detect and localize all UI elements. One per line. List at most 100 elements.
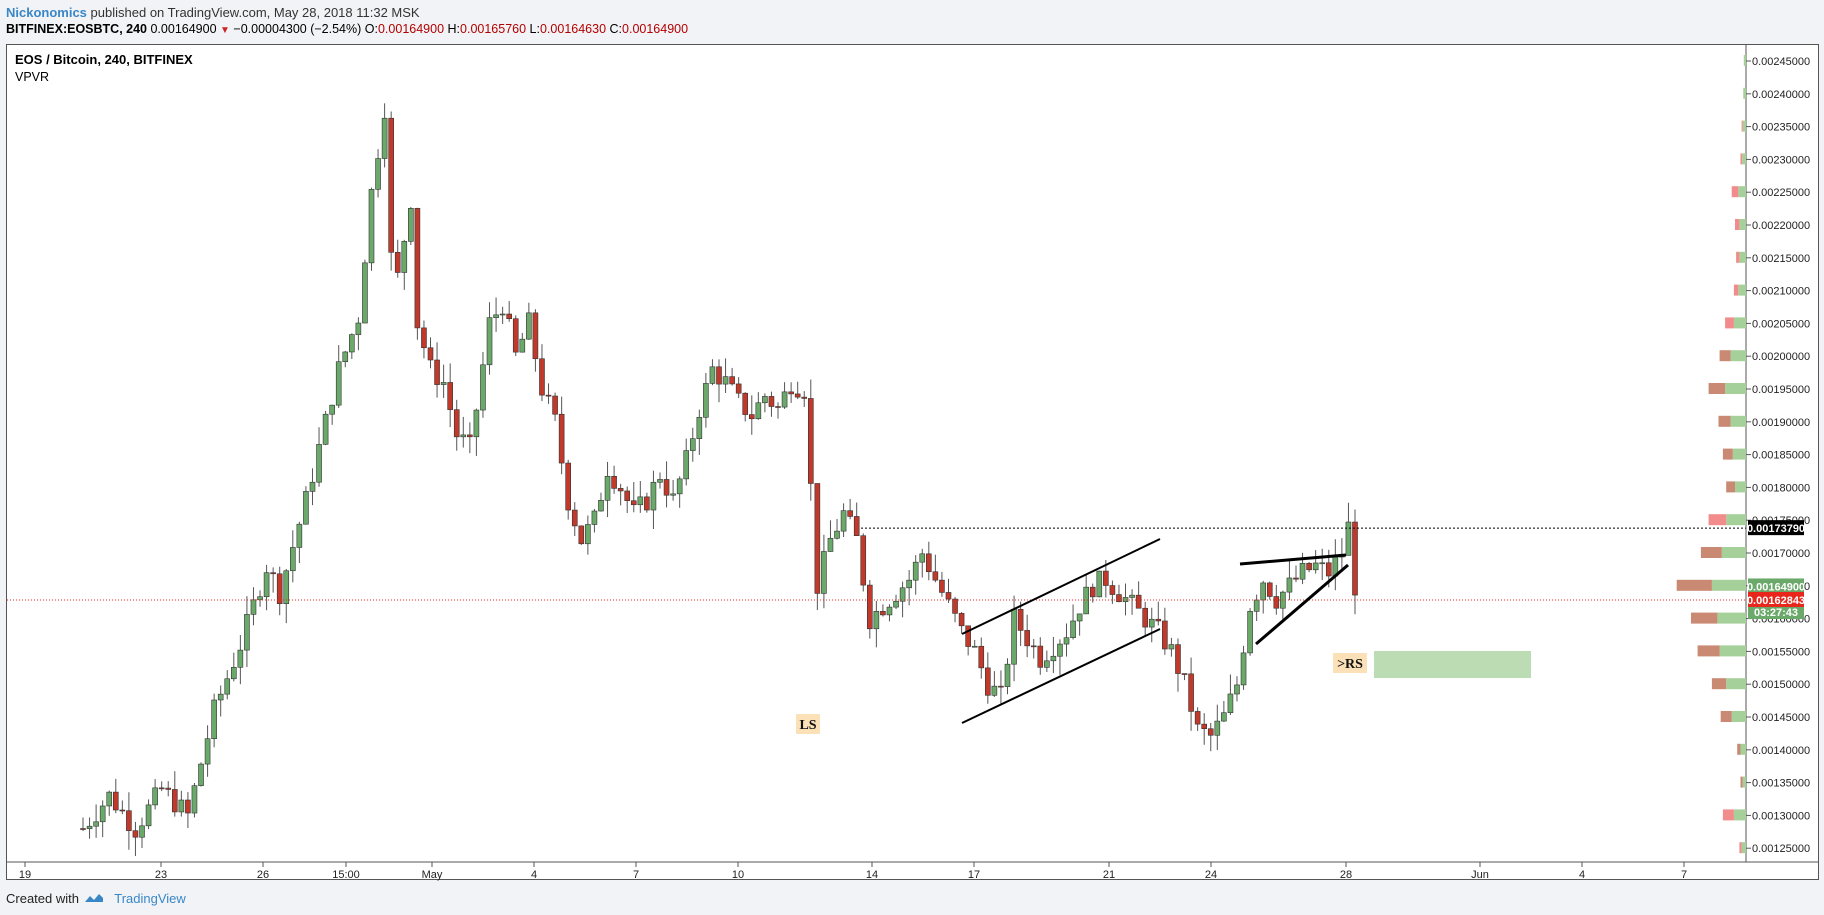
close-label: C: (609, 22, 623, 36)
candle-body (670, 493, 676, 496)
candle-body (598, 500, 604, 512)
candle-body (355, 322, 362, 335)
open-label: O: (364, 22, 378, 36)
candle-body (1057, 643, 1063, 657)
candle-body (237, 649, 244, 668)
vp-down-bar (1676, 579, 1712, 591)
vp-down-bar (1733, 284, 1739, 296)
candle-body (762, 396, 768, 404)
candle-body (165, 787, 172, 790)
candle-body (316, 444, 322, 483)
vp-up-bar (1726, 678, 1746, 690)
vp-up-bar (1730, 415, 1746, 427)
candle-body (119, 809, 126, 812)
x-tick-label: 28 (1340, 869, 1352, 881)
candle-body (329, 404, 335, 415)
vp-down-bar (1708, 514, 1727, 526)
vp-down-bar (1731, 186, 1739, 198)
candle-body (788, 391, 794, 395)
y-tick-label: 0.00170000 (1752, 548, 1810, 560)
candle-body (276, 573, 283, 604)
candle-body (362, 262, 368, 324)
candle-body (1286, 577, 1293, 593)
vp-up-bar (1739, 251, 1746, 263)
vp-up-bar (1726, 514, 1746, 526)
price-axis-tag-label: 0.00162843 (1747, 595, 1805, 607)
candle-body (1135, 594, 1142, 609)
last-price: 0.00164900 (150, 22, 217, 36)
y-tick-label: 0.00210000 (1752, 286, 1810, 298)
candle-body (840, 510, 847, 532)
candle-body (899, 587, 906, 602)
y-tick-label: 0.00140000 (1752, 745, 1810, 757)
candle-body (381, 117, 388, 159)
vp-up-bar (1717, 612, 1746, 624)
tradingview-logo-icon[interactable] (83, 892, 105, 907)
candle-body (421, 327, 427, 349)
y-tick-label: 0.00135000 (1752, 778, 1810, 790)
candle-body (244, 614, 250, 651)
candle-body (552, 395, 558, 415)
ls-label: LS (799, 718, 816, 733)
vp-down-bar (1741, 120, 1743, 132)
price-axis-tag (1748, 591, 1804, 607)
candle-body (1103, 570, 1109, 586)
candle-body (939, 579, 945, 593)
candle-body (644, 496, 650, 511)
candle-body (506, 313, 512, 319)
candle-body (191, 785, 198, 814)
candle-body (663, 479, 670, 496)
candle-body (270, 572, 276, 575)
candle-body (1155, 618, 1162, 622)
candle-body (1070, 620, 1076, 638)
candle-body (467, 434, 473, 438)
candle-body (1148, 618, 1155, 628)
candle-body (853, 516, 860, 537)
candle-body (952, 598, 958, 614)
y-tick-label: 0.00230000 (1752, 154, 1810, 166)
ohlc-bar: BITFINEX:EOSBTC, 240 0.00164900 ▼ −0.000… (6, 22, 688, 36)
y-tick-label: 0.00155000 (1752, 646, 1810, 658)
candle-body (617, 488, 624, 492)
candle-body (794, 393, 801, 398)
candle-body (985, 667, 991, 696)
y-tick-label: 0.00235000 (1752, 122, 1810, 134)
y-tick-label: 0.00225000 (1752, 187, 1810, 199)
candle-body (716, 366, 722, 385)
vp-down-bar (1719, 350, 1731, 362)
candle-body (1017, 608, 1024, 631)
vp-down-bar (1736, 251, 1740, 263)
y-tick-label: 0.00220000 (1752, 220, 1810, 232)
candle-body (1306, 562, 1312, 571)
vp-up-bar (1733, 317, 1746, 329)
candle-body (80, 828, 86, 830)
candle-body (171, 789, 178, 813)
chart-frame[interactable] (6, 44, 1819, 880)
low-label: L: (529, 22, 540, 36)
vp-down-bar (1708, 383, 1726, 394)
candle-body (283, 570, 290, 604)
candle-body (978, 645, 985, 669)
candle-body (742, 392, 749, 415)
candle-body (112, 791, 119, 811)
candle-body (408, 208, 414, 242)
candle-body (1162, 620, 1168, 650)
vp-up-bar (1719, 645, 1746, 657)
vp-up-bar (1711, 579, 1746, 591)
candle-body (1266, 582, 1273, 597)
indicator-label[interactable]: VPVR (15, 70, 50, 84)
candle-body (1221, 712, 1227, 722)
close-value: 0.00164900 (622, 22, 689, 36)
vp-down-bar (1691, 612, 1718, 624)
candle-body (1352, 521, 1358, 596)
y-tick-label: 0.00145000 (1752, 712, 1810, 724)
tradingview-link[interactable]: TradingView (114, 891, 186, 906)
candle-body (388, 117, 394, 253)
candle-body (1319, 562, 1326, 565)
down-triangle-icon: ▼ (220, 25, 230, 36)
candle-body (178, 799, 185, 813)
candle-body (486, 317, 493, 366)
vp-down-bar (1739, 842, 1742, 854)
author-name[interactable]: Nickonomics (6, 5, 87, 20)
